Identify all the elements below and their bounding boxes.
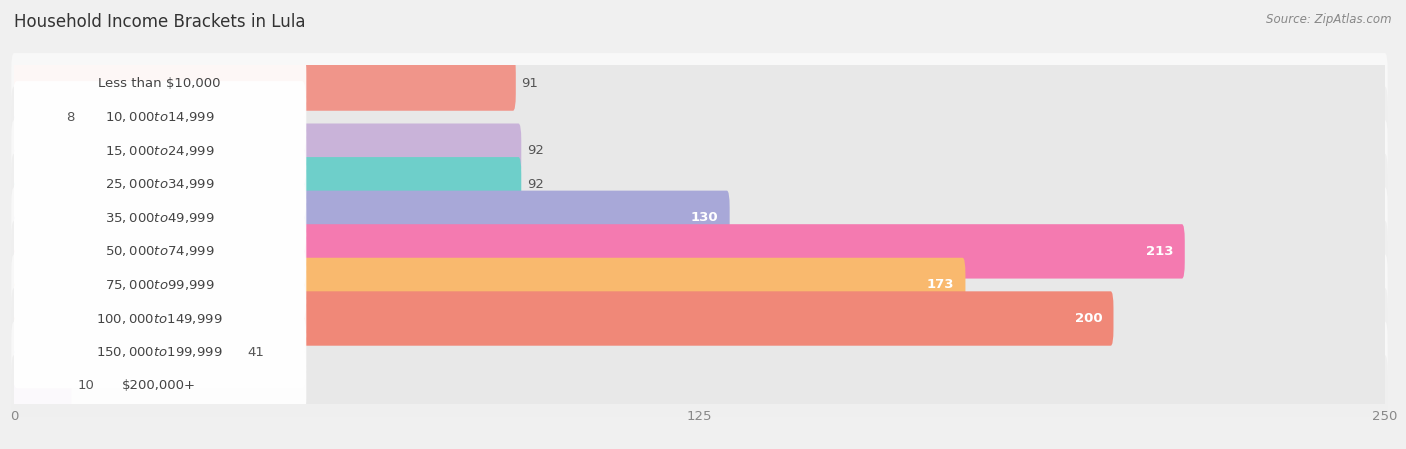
FancyBboxPatch shape	[11, 291, 1114, 346]
FancyBboxPatch shape	[11, 325, 242, 379]
Text: $100,000 to $149,999: $100,000 to $149,999	[96, 312, 222, 326]
Text: $10,000 to $14,999: $10,000 to $14,999	[104, 110, 214, 124]
FancyBboxPatch shape	[11, 123, 1388, 178]
FancyBboxPatch shape	[11, 154, 1388, 215]
FancyBboxPatch shape	[11, 358, 1388, 413]
FancyBboxPatch shape	[13, 81, 307, 153]
Text: 173: 173	[927, 278, 955, 291]
FancyBboxPatch shape	[11, 258, 1388, 312]
FancyBboxPatch shape	[11, 187, 1388, 248]
Text: 91: 91	[522, 77, 538, 90]
FancyBboxPatch shape	[13, 249, 307, 321]
Text: $15,000 to $24,999: $15,000 to $24,999	[104, 144, 214, 158]
FancyBboxPatch shape	[11, 355, 1388, 416]
FancyBboxPatch shape	[11, 157, 522, 211]
FancyBboxPatch shape	[11, 157, 1388, 211]
Text: $200,000+: $200,000+	[122, 379, 197, 392]
FancyBboxPatch shape	[11, 325, 1388, 379]
Text: 41: 41	[247, 346, 264, 359]
FancyBboxPatch shape	[11, 53, 1388, 114]
FancyBboxPatch shape	[11, 120, 1388, 181]
FancyBboxPatch shape	[13, 114, 307, 187]
FancyBboxPatch shape	[13, 350, 307, 422]
Text: $25,000 to $34,999: $25,000 to $34,999	[104, 177, 214, 191]
FancyBboxPatch shape	[11, 288, 1388, 349]
FancyBboxPatch shape	[13, 282, 307, 355]
Text: Source: ZipAtlas.com: Source: ZipAtlas.com	[1267, 13, 1392, 26]
FancyBboxPatch shape	[11, 224, 1185, 278]
Text: Household Income Brackets in Lula: Household Income Brackets in Lula	[14, 13, 305, 31]
Text: Less than $10,000: Less than $10,000	[98, 77, 221, 90]
FancyBboxPatch shape	[11, 191, 730, 245]
FancyBboxPatch shape	[13, 316, 307, 388]
FancyBboxPatch shape	[11, 57, 516, 111]
FancyBboxPatch shape	[11, 224, 1388, 278]
FancyBboxPatch shape	[11, 57, 1388, 111]
FancyBboxPatch shape	[11, 358, 72, 413]
Text: 8: 8	[66, 110, 75, 123]
FancyBboxPatch shape	[11, 255, 1388, 316]
FancyBboxPatch shape	[11, 123, 522, 178]
FancyBboxPatch shape	[11, 291, 1388, 346]
FancyBboxPatch shape	[11, 221, 1388, 282]
Text: 10: 10	[77, 379, 94, 392]
FancyBboxPatch shape	[11, 321, 1388, 383]
Text: $50,000 to $74,999: $50,000 to $74,999	[104, 244, 214, 258]
FancyBboxPatch shape	[13, 48, 307, 119]
Text: 92: 92	[527, 178, 544, 191]
FancyBboxPatch shape	[11, 90, 1388, 144]
Text: $35,000 to $49,999: $35,000 to $49,999	[104, 211, 214, 225]
FancyBboxPatch shape	[11, 87, 1388, 148]
FancyBboxPatch shape	[11, 258, 966, 312]
FancyBboxPatch shape	[11, 90, 60, 144]
Text: 200: 200	[1076, 312, 1102, 325]
FancyBboxPatch shape	[13, 182, 307, 254]
FancyBboxPatch shape	[11, 191, 1388, 245]
Text: 130: 130	[692, 211, 718, 224]
FancyBboxPatch shape	[13, 216, 307, 287]
Text: $150,000 to $199,999: $150,000 to $199,999	[96, 345, 222, 359]
Text: 92: 92	[527, 144, 544, 157]
Text: 213: 213	[1146, 245, 1174, 258]
FancyBboxPatch shape	[13, 148, 307, 220]
Text: $75,000 to $99,999: $75,000 to $99,999	[104, 278, 214, 292]
